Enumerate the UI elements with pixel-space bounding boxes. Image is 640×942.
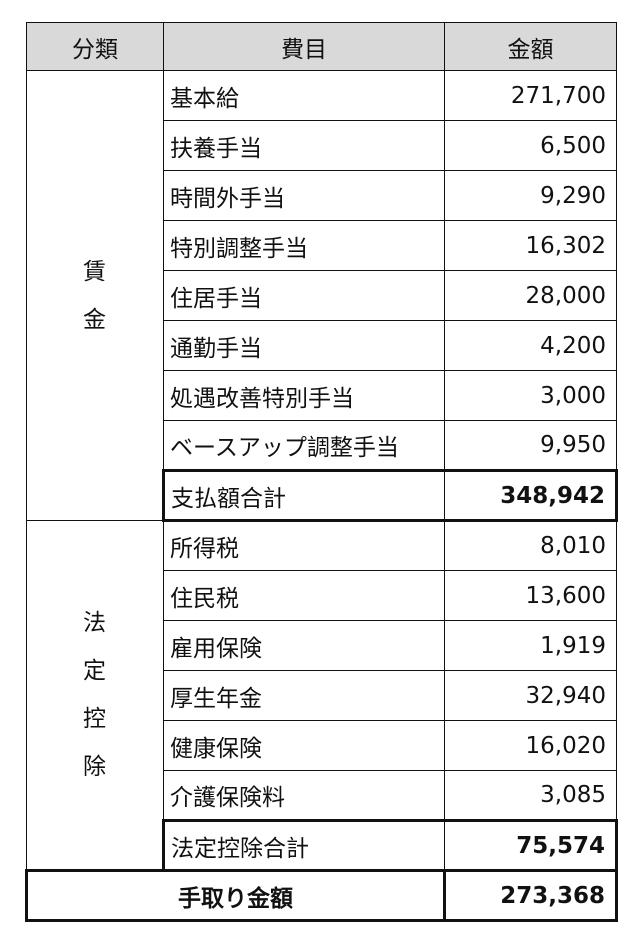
net-pay-row: 手取り金額 273,368 [25,869,618,922]
category-deductions: 法定控除 [26,520,164,871]
table-row: 賃金基本給 271,700 [26,70,617,521]
table-row: ベースアップ調整手当 9,950 [27,420,617,471]
table-row: 住民税 13,600 [27,570,617,621]
category-char: 法 [83,610,106,636]
item-name: ベースアップ調整手当 [163,420,445,471]
item-amount: 271,700 [444,70,617,121]
item-amount: 3,085 [444,770,617,821]
item-name: 扶養手当 [163,120,445,171]
table-row: 健康保険 16,020 [27,720,617,771]
item-name: 特別調整手当 [163,220,445,271]
table-row: 介護保険料 3,085 [27,770,617,821]
item-name: 通勤手当 [163,320,445,371]
item-amount: 32,940 [444,670,617,721]
item-amount: 9,290 [444,170,617,221]
salary-table: 分類 費目 金額 賃金基本給 271,700 扶養手当 6,500 時間外手当 9,290… [25,22,618,922]
net-pay-label: 手取り金額 [25,869,446,922]
item-name: 住居手当 [163,270,445,321]
category-char: 賃 [83,258,106,285]
item-amount: 4,200 [444,320,617,371]
item-name: 処遇改善特別手当 [163,370,445,421]
subtotal-row: 法定控除合計 75,574 [27,819,618,872]
item-name: 介護保険料 [163,770,445,821]
item-amount: 16,020 [444,720,617,771]
table-row: 扶養手当 6,500 [27,120,617,171]
subtotal-label: 法定控除合計 [162,819,445,872]
item-amount: 13,600 [444,570,617,621]
item-amount: 28,000 [444,270,617,321]
table-row: 処遇改善特別手当 3,000 [27,370,617,421]
header-category: 分類 [26,22,164,71]
item-amount: 6,500 [444,120,617,171]
item-name: 健康保険 [163,720,445,771]
table-row: 厚生年金 32,940 [27,670,617,721]
category-wages: 賃金 [26,70,164,521]
category-char: 控 [83,706,106,732]
item-name: 時間外手当 [163,170,445,221]
header-amount: 金額 [444,22,617,71]
table-row: 雇用保険 1,919 [27,620,617,671]
item-name: 基本給 [163,70,445,121]
item-amount: 3,000 [444,370,617,421]
item-name: 住民税 [163,570,445,621]
item-name: 所得税 [163,520,445,571]
category-char: 定 [83,658,106,684]
net-pay-amount: 273,368 [443,869,618,922]
table-row: 通勤手当 4,200 [27,320,617,371]
subtotal-label: 支払額合計 [162,469,445,522]
table-row: 法定控除所得税 8,010 [26,520,617,871]
item-amount: 9,950 [444,420,617,471]
category-char: 金 [83,306,106,333]
header-item: 費目 [163,22,445,71]
header-row: 分類 費目 金額 [26,22,617,71]
item-amount: 1,919 [444,620,617,671]
item-amount: 8,010 [444,520,617,571]
category-char: 除 [83,754,106,780]
subtotal-row: 支払額合計 348,942 [27,469,618,522]
item-amount: 16,302 [444,220,617,271]
subtotal-amount: 348,942 [444,469,618,522]
item-name: 雇用保険 [163,620,445,671]
subtotal-amount: 75,574 [444,819,618,872]
item-name: 厚生年金 [163,670,445,721]
